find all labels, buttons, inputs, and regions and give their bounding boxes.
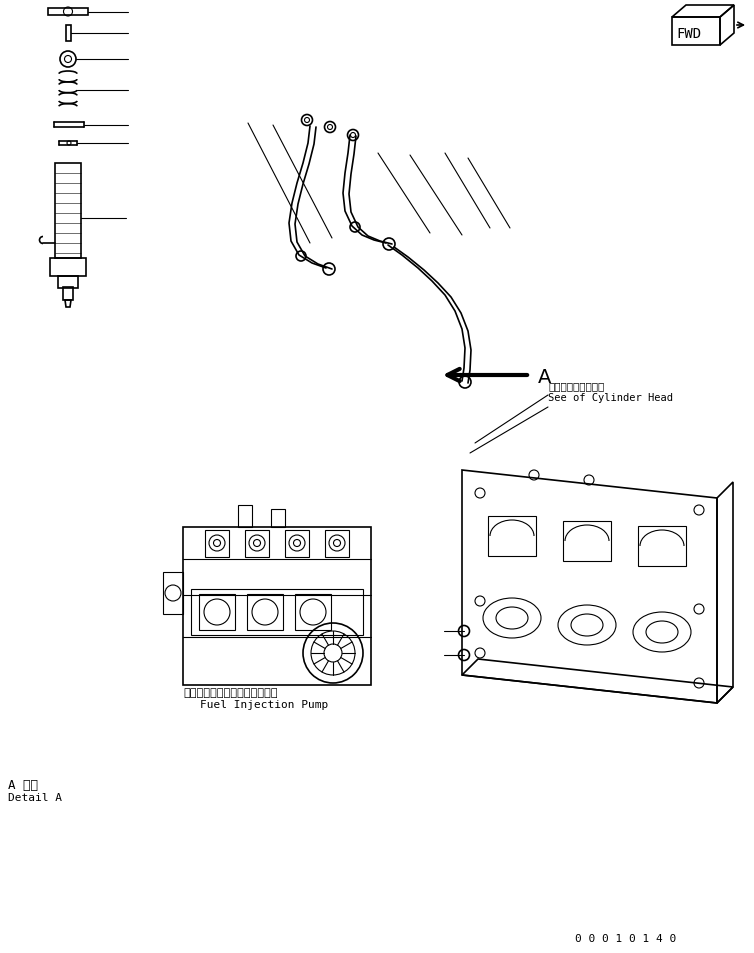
Bar <box>55 164 81 258</box>
Bar <box>191 589 363 636</box>
Bar <box>563 521 611 561</box>
Bar <box>638 526 686 566</box>
Text: フェルインジェクションポンプ: フェルインジェクションポンプ <box>183 687 277 698</box>
Text: Fuel Injection Pump: Fuel Injection Pump <box>200 700 328 709</box>
Bar <box>199 595 235 630</box>
Bar <box>285 531 309 558</box>
Text: A: A <box>538 368 551 387</box>
Bar <box>58 276 78 289</box>
Bar <box>245 531 269 558</box>
Text: FWD: FWD <box>676 27 701 41</box>
Bar <box>672 18 720 46</box>
Bar <box>238 505 252 527</box>
Bar <box>325 531 349 558</box>
Bar <box>66 26 71 42</box>
Bar <box>247 595 283 630</box>
Bar <box>205 531 229 558</box>
Text: Detail A: Detail A <box>8 792 62 802</box>
Text: See of Cylinder Head: See of Cylinder Head <box>548 393 673 402</box>
Text: シリンダヘッド参照: シリンダヘッド参照 <box>548 380 604 391</box>
Bar <box>163 573 183 615</box>
Text: A 詳細: A 詳細 <box>8 779 38 791</box>
Bar <box>295 595 331 630</box>
Bar <box>488 517 536 557</box>
Text: 0 0 0 1 0 1 4 0: 0 0 0 1 0 1 4 0 <box>575 933 676 943</box>
Bar <box>183 527 371 685</box>
Bar <box>50 258 86 276</box>
Bar <box>48 9 88 16</box>
Bar <box>63 288 73 301</box>
Bar <box>271 510 285 527</box>
